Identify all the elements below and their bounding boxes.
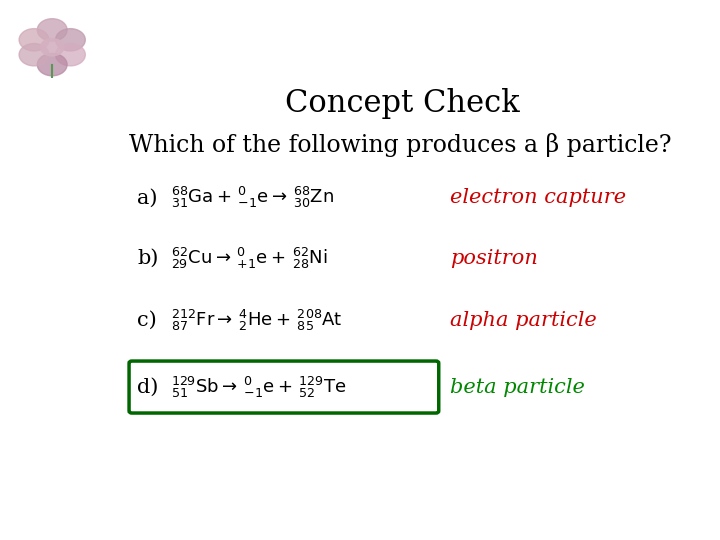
Text: positron: positron bbox=[450, 248, 538, 268]
Circle shape bbox=[37, 53, 67, 76]
Text: $\mathrm{^{212}_{87}Fr \rightarrow \,^{4}_{2}He + \,^{208}_{85}At}$: $\mathrm{^{212}_{87}Fr \rightarrow \,^{4… bbox=[171, 308, 343, 333]
Circle shape bbox=[55, 29, 86, 51]
Text: beta particle: beta particle bbox=[450, 377, 585, 396]
Text: $\mathrm{^{129}_{51}Sb \rightarrow \,^{0}_{-1}e + \,^{129}_{52}Te}$: $\mathrm{^{129}_{51}Sb \rightarrow \,^{0… bbox=[171, 375, 346, 400]
Circle shape bbox=[55, 44, 86, 66]
Circle shape bbox=[19, 29, 49, 51]
Text: $\mathrm{^{62}_{29}Cu \rightarrow \,^{0}_{+1}e + \,^{62}_{28}Ni}$: $\mathrm{^{62}_{29}Cu \rightarrow \,^{0}… bbox=[171, 246, 328, 271]
Text: Concept Check: Concept Check bbox=[285, 87, 520, 119]
Text: Which of the following produces a β particle?: Which of the following produces a β part… bbox=[129, 133, 672, 157]
Text: d): d) bbox=[138, 377, 159, 396]
Text: $\mathrm{^{68}_{31}Ga + \,^{0}_{-1}e \rightarrow \,^{68}_{30}Zn}$: $\mathrm{^{68}_{31}Ga + \,^{0}_{-1}e \ri… bbox=[171, 185, 334, 211]
Text: a): a) bbox=[138, 188, 158, 207]
Text: c): c) bbox=[138, 311, 157, 330]
Text: b): b) bbox=[138, 248, 159, 268]
Text: electron capture: electron capture bbox=[450, 188, 626, 207]
Circle shape bbox=[40, 38, 64, 56]
Circle shape bbox=[37, 19, 67, 41]
Circle shape bbox=[19, 44, 49, 66]
Text: alpha particle: alpha particle bbox=[450, 311, 597, 330]
